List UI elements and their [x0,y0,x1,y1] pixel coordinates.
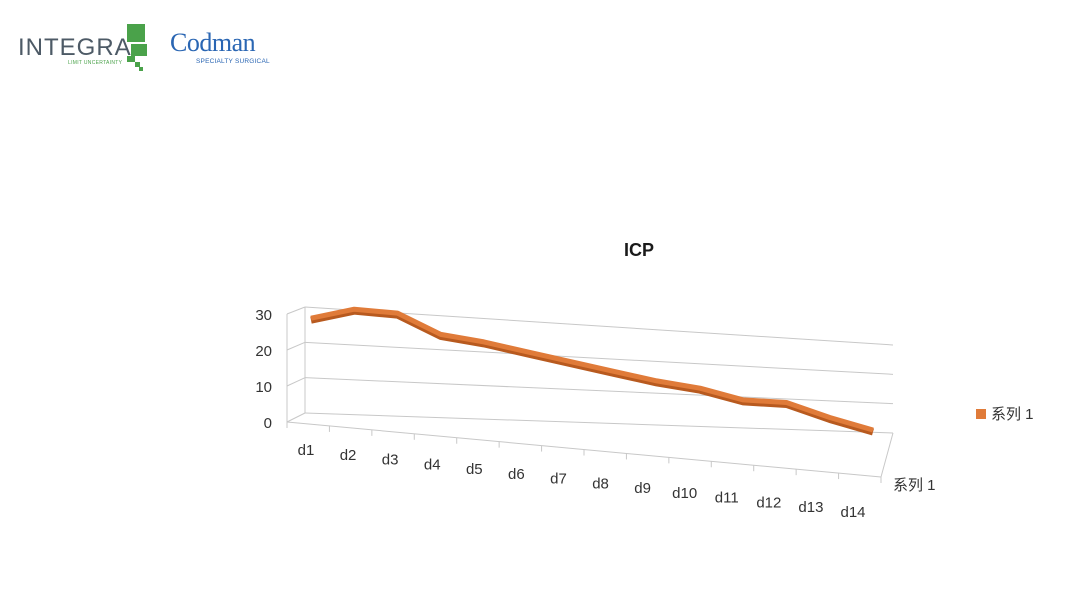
depth-axis-label: 系列 1 [893,477,936,494]
chart-series [310,306,874,436]
codman-logo-tagline: SPECIALTY SURGICAL [196,58,270,65]
x-tick-label-d7: d7 [550,471,567,488]
x-tick-label-d13: d13 [798,499,823,516]
gridline-side-0 [286,412,306,423]
x-tick-label-d5: d5 [466,461,483,478]
x-tick-label-d4: d4 [424,456,441,473]
gridline-20 [304,341,894,375]
integra-mark-icon [127,24,147,71]
x-tick-label-d10: d10 [672,485,697,502]
x-tick-label-d1: d1 [298,442,315,459]
x-tick-label-d8: d8 [592,475,609,492]
y-tick-label-20: 20 [255,343,272,360]
chart-legend: 系列 1 [976,406,1034,423]
x-tick-label-d12: d12 [756,494,781,511]
y-tick-label-10: 10 [255,379,272,396]
series-line-depth [310,307,874,436]
codman-logo: Codman SPECIALTY SURGICAL [170,28,280,70]
integra-logo-word: INTEGRA [18,34,132,61]
x-tick-label-d2: d2 [340,447,357,464]
legend-label: 系列 1 [991,406,1034,423]
floor-right-edge [880,432,894,478]
legend-swatch [976,409,986,419]
x-tick-label-d9: d9 [634,480,651,497]
chart-grid [286,306,894,434]
x-tick-label-d6: d6 [508,466,525,483]
y-tick-label-0: 0 [264,415,272,432]
gridline-0 [304,412,894,434]
gridline-side-20 [286,341,306,351]
gridline-side-30 [286,306,306,315]
chart-title: ICP [624,240,654,260]
series-line [310,306,874,433]
gridline-10 [304,377,894,405]
x-tick-label-d14: d14 [840,504,865,521]
y-tick-label-30: 30 [255,307,272,324]
gridline-side-10 [286,377,306,387]
x-tick-label-d3: d3 [382,452,399,469]
chart-labels: 0 10 20 30 d1 d2 d3 d4 d5 d6 d7 d8 d9 d10 d11 d12 d13 d14… [255,307,935,521]
codman-logo-word: Codman [170,28,256,57]
integra-logo-tagline: LIMIT UNCERTAINTY [68,60,123,66]
chart-axes [286,421,894,483]
integra-logo: INTEGRA LIMIT UNCERTAINTY [18,22,153,72]
x-tick-label-d11: d11 [715,490,739,507]
